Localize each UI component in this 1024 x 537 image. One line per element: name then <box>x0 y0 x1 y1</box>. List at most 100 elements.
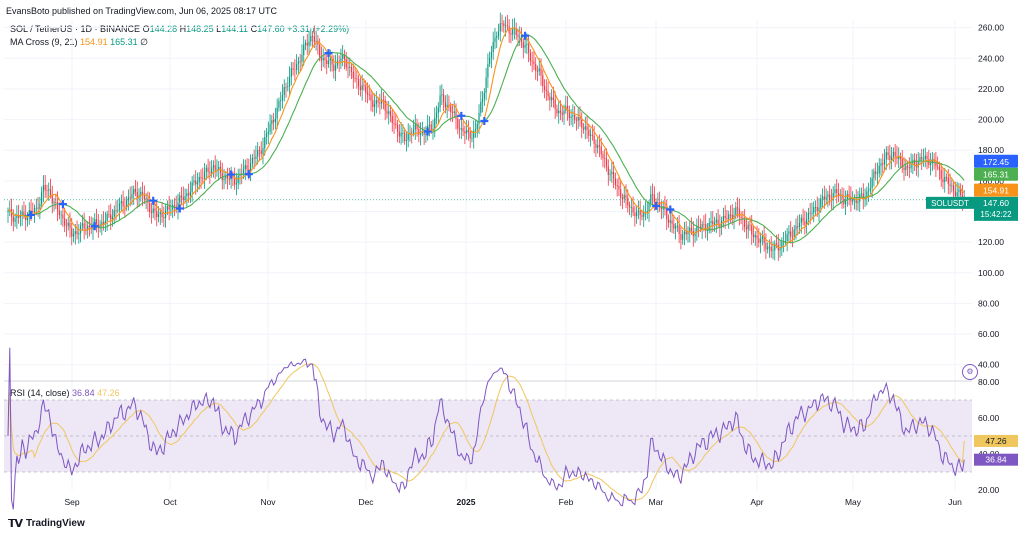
candle-body <box>65 225 68 227</box>
badge-ma-slow-bg <box>974 167 1018 181</box>
candle-body <box>379 102 381 104</box>
candle-body <box>209 171 211 174</box>
price-tick-label: 80.00 <box>978 298 1000 308</box>
candle-body <box>793 229 795 237</box>
cross-marker-icon <box>324 49 333 58</box>
candle-body <box>958 189 960 193</box>
candle-body <box>234 176 236 185</box>
candle-body <box>710 221 712 224</box>
candle-body <box>205 167 207 172</box>
candle-body <box>402 132 404 134</box>
last-price: 147.60 <box>983 198 1009 208</box>
candle-body <box>106 213 108 221</box>
candle-body <box>765 243 767 250</box>
candle-body <box>942 178 944 183</box>
candle-body <box>572 114 574 117</box>
candle-body <box>242 169 245 175</box>
cross-marker-icon <box>666 205 675 214</box>
badge-172: 172.45 <box>983 157 1009 167</box>
candles <box>7 12 965 261</box>
candle-body <box>827 194 829 197</box>
candle-body <box>251 157 253 164</box>
candle-body <box>453 111 455 113</box>
symbol-name[interactable]: SOL / TetherUS · 1D · BINANCE <box>10 24 141 34</box>
candle-body <box>53 201 55 204</box>
gear-icon[interactable]: ⚙ <box>962 364 978 380</box>
rsi-ma-line <box>7 363 965 501</box>
candle-body <box>483 92 485 99</box>
candle-body <box>680 234 682 240</box>
candle-body <box>85 228 87 230</box>
ma-legend[interactable]: MA Cross (9, 21) 154.91 165.31 ∅ <box>10 37 148 48</box>
candle-body <box>327 60 330 65</box>
candle-body <box>499 23 501 32</box>
candle-body <box>166 206 168 211</box>
candle-body <box>938 166 941 170</box>
candle-body <box>747 224 749 230</box>
candle-body <box>35 207 37 209</box>
candle-body <box>602 154 604 158</box>
candle-body <box>101 221 103 225</box>
candle-body <box>954 191 956 197</box>
candle-body <box>26 216 29 221</box>
candle-body <box>428 124 431 126</box>
candle-body <box>145 198 147 200</box>
candle-body <box>627 197 629 206</box>
candle-body <box>157 214 160 218</box>
candle-body <box>919 157 921 162</box>
candle-body <box>575 119 578 121</box>
ma-fast-value: 154.91 <box>80 37 108 47</box>
candle-body <box>543 86 546 90</box>
ma-fast-line <box>7 27 965 249</box>
rsi-legend[interactable]: RSI (14, close) 36.84 47.26 <box>10 388 120 398</box>
price-tick-label: 40.00 <box>978 360 1000 370</box>
candle-body <box>931 158 933 164</box>
candle-body <box>423 131 425 135</box>
rsi-badge: 36.84 <box>985 455 1007 465</box>
candle-body <box>767 247 769 250</box>
candle-body <box>203 171 206 179</box>
candle-body <box>255 156 257 159</box>
candle-body <box>809 212 811 214</box>
candle-body <box>914 159 916 165</box>
candle-body <box>889 155 891 161</box>
candle-body <box>450 106 452 113</box>
candle-body <box>490 52 493 58</box>
candle-body <box>411 132 413 134</box>
candle-body <box>582 127 585 130</box>
ma-slow-line <box>7 34 965 244</box>
open-label: O <box>142 24 150 34</box>
candle-body <box>630 207 632 209</box>
candle-body <box>804 221 806 225</box>
candle-body <box>529 52 531 61</box>
candle-body <box>179 195 181 203</box>
candle-body <box>329 58 331 61</box>
candle-body <box>506 25 508 27</box>
candle-body <box>538 68 540 72</box>
candle-body <box>271 120 273 125</box>
candle-body <box>315 40 317 42</box>
tradingview-brand[interactable]: 𝗧𝗩 TradingView <box>8 517 85 530</box>
candle-body <box>659 202 661 208</box>
candle-body <box>343 55 346 59</box>
candle-body <box>694 232 696 237</box>
candle-body <box>80 225 82 234</box>
candle-body <box>189 191 191 196</box>
candle-body <box>613 171 615 179</box>
candle-body <box>774 243 776 251</box>
candle-body <box>653 194 655 203</box>
candle-body <box>244 165 246 170</box>
candle-body <box>182 197 184 200</box>
candle-body <box>945 176 948 178</box>
candle-body <box>834 189 836 193</box>
candle-body <box>770 246 772 252</box>
candle-body <box>41 191 43 204</box>
candle-body <box>657 202 659 203</box>
candle-body <box>198 176 200 183</box>
badge-ma-slow: 165.31 <box>983 170 1009 180</box>
candle-body <box>908 167 910 169</box>
candle-body <box>605 158 608 167</box>
x-tick-label: 2025 <box>457 497 476 507</box>
candle-body <box>278 100 280 108</box>
